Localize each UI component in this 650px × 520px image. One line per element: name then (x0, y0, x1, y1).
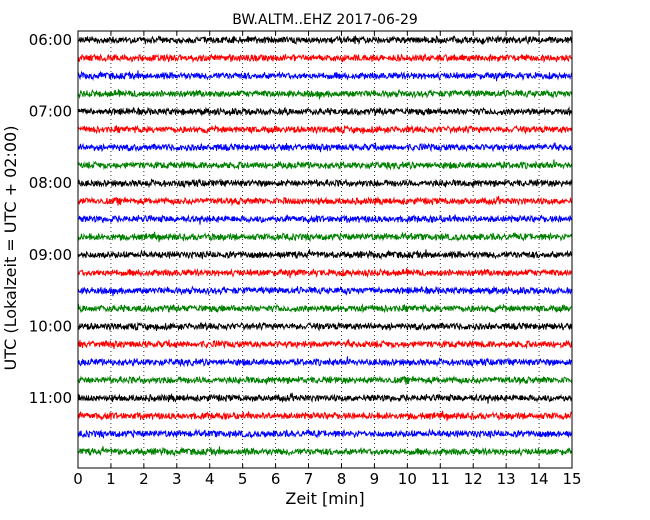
trace-0630 (77, 70, 573, 82)
plot-frame (77, 30, 573, 469)
x-tick-label: 10 (398, 470, 417, 488)
trace-1015 (77, 339, 573, 350)
y-tick-label: 10:00 (29, 317, 72, 335)
trace-0615 (77, 53, 573, 64)
trace-0915 (77, 268, 573, 279)
trace-0800 (77, 178, 573, 189)
trace-0815 (77, 195, 573, 207)
y-axis-ticks: 06:00 07:00 08:00 09:00 10:00 11:00 (29, 31, 572, 407)
trace-0930 (77, 285, 573, 297)
trace-0830 (77, 214, 573, 225)
trace-0715 (77, 124, 573, 135)
x-tick-label: 2 (139, 470, 149, 488)
x-tick-label: 11 (431, 470, 450, 488)
trace-0730 (77, 142, 573, 153)
x-tick-label: 6 (271, 470, 281, 488)
trace-0600 (77, 34, 573, 46)
x-tick-label: 0 (73, 470, 83, 488)
chart-title: BW.ALTM..EHZ 2017-06-29 (232, 12, 418, 28)
x-tick-label: 13 (497, 470, 516, 488)
x-tick-label: 12 (464, 470, 483, 488)
trace-1130 (77, 428, 573, 440)
x-tick-label: 15 (562, 470, 581, 488)
x-tick-label: 3 (172, 470, 182, 488)
y-axis-label: UTC (Lokalzeit = UTC + 02:00) (1, 126, 20, 371)
trace-1030 (77, 356, 573, 368)
trace-1045 (77, 375, 573, 386)
x-axis-ticks: 0 1 2 3 4 5 6 7 8 9 10 11 12 13 14 15 (73, 31, 582, 488)
trace-1145 (77, 446, 573, 458)
y-tick-label: 11:00 (29, 389, 72, 407)
x-tick-label: 4 (205, 470, 215, 488)
traces (77, 34, 573, 458)
x-tick-label: 1 (106, 470, 116, 488)
x-tick-label: 7 (304, 470, 314, 488)
trace-0900 (77, 249, 573, 261)
plot-area (78, 31, 572, 468)
x-tick-label: 8 (337, 470, 347, 488)
x-tick-label: 5 (238, 470, 248, 488)
x-tick-label: 9 (370, 470, 380, 488)
y-tick-label: 06:00 (29, 31, 72, 49)
trace-1000 (77, 321, 573, 332)
y-tick-label: 07:00 (29, 103, 72, 121)
trace-0745 (77, 159, 573, 171)
trace-0845 (77, 231, 573, 243)
trace-1100 (77, 392, 573, 404)
trace-0945 (77, 303, 573, 314)
y-tick-label: 08:00 (29, 174, 72, 192)
trace-1115 (77, 410, 572, 422)
trace-0700 (77, 106, 573, 117)
x-tick-label: 14 (530, 470, 549, 488)
trace-0645 (77, 88, 573, 100)
x-axis-label: Zeit [min] (285, 489, 364, 508)
y-tick-label: 09:00 (29, 246, 72, 264)
